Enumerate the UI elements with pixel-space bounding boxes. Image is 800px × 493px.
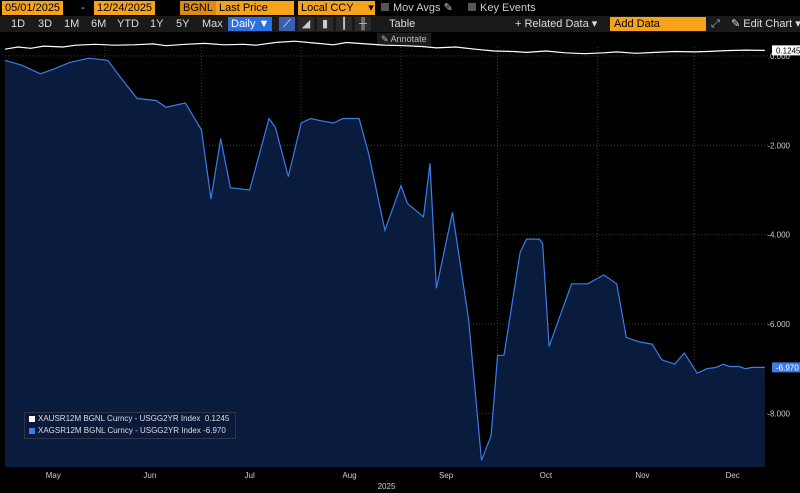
period-ytd[interactable]: YTD — [117, 18, 139, 30]
x-tick-label: Jun — [143, 471, 156, 480]
series-line-xausr — [4, 40, 765, 55]
x-tick-label: Sep — [439, 471, 454, 480]
currency-select[interactable]: Local CCY — [298, 1, 370, 15]
x-tick-label: Aug — [342, 471, 356, 480]
top-toolbar: 05/01/2025 - 12/24/2025 BGNL Last Price … — [0, 0, 800, 16]
source-field[interactable]: BGNL — [180, 1, 216, 15]
date-range-separator: - — [81, 2, 85, 14]
x-tick-label: May — [46, 471, 61, 480]
start-date-input[interactable]: 05/01/2025 — [2, 1, 64, 15]
x-tick-label: Nov — [635, 471, 649, 480]
expand-icon[interactable]: ⤢ — [711, 18, 720, 30]
period-max[interactable]: Max — [202, 18, 223, 30]
add-data-input[interactable]: Add Data — [610, 17, 706, 31]
line-chart-icon[interactable]: ⟋ — [279, 17, 295, 31]
y-tick-label: 0.000 — [770, 52, 791, 61]
period-toolbar: 1D 3D 1M 6M YTD 1Y 5Y Max Daily ▼ ⟋ ◢ ▮ … — [0, 16, 800, 32]
bar-chart-icon[interactable]: ▮ — [317, 17, 333, 31]
ohlc-chart-icon[interactable]: ╫ — [355, 17, 371, 31]
currency-dropdown-arrow-icon[interactable]: ▾ — [367, 1, 375, 15]
series-area-fill — [5, 58, 765, 467]
legend: XAUSR12M BGNL Curncy - USGG2YR Index 0.1… — [24, 412, 236, 439]
last-value-label: 0.1245 — [776, 46, 800, 55]
y-tick-label: -6.000 — [767, 320, 790, 329]
x-axis-label: 2025 — [378, 482, 396, 491]
legend-entry-xagsr: XAGSR12M BGNL Curncy - USGG2YR Index -6.… — [25, 425, 235, 437]
pencil-icon: ✎ — [443, 2, 453, 14]
pencil-icon: ✎ — [731, 18, 741, 30]
edit-chart-button[interactable]: ✎ Edit Chart ▾ — [731, 18, 800, 30]
x-tick-label: Oct — [540, 471, 553, 480]
period-1m[interactable]: 1M — [64, 18, 80, 30]
legend-swatch — [29, 415, 35, 422]
mountain-chart-icon[interactable]: ◢ — [298, 17, 314, 31]
mov-avgs-toggle[interactable]: Mov Avgs ✎ — [381, 1, 453, 15]
annotate-button[interactable]: ✎ Annotate — [377, 33, 431, 46]
candle-chart-icon[interactable]: ┃ — [336, 17, 352, 31]
period-6m[interactable]: 6M — [91, 18, 107, 30]
legend-swatch — [29, 427, 35, 434]
series-line-xagsr — [4, 57, 765, 461]
end-date-input[interactable]: 12/24/2025 — [94, 1, 156, 15]
frequency-select[interactable]: Daily ▼ — [228, 17, 273, 31]
table-button[interactable]: Table — [389, 18, 416, 30]
period-5y[interactable]: 5Y — [176, 18, 190, 30]
period-1d[interactable]: 1D — [11, 18, 26, 30]
checkbox-icon — [381, 3, 389, 12]
price-field-select[interactable]: Last Price — [216, 1, 294, 15]
period-1y[interactable]: 1Y — [150, 18, 164, 30]
x-tick-label: Jul — [245, 471, 255, 480]
key-events-toggle[interactable]: Key Events — [468, 1, 536, 15]
y-tick-label: -8.000 — [767, 409, 790, 418]
period-3d[interactable]: 3D — [38, 18, 53, 30]
legend-entry-xausr: XAUSR12M BGNL Curncy - USGG2YR Index 0.1… — [25, 413, 235, 425]
last-value-tag — [772, 45, 800, 56]
y-tick-label: -2.000 — [767, 141, 790, 150]
y-tick-label: -4.000 — [767, 231, 790, 240]
x-tick-label: Dec — [725, 471, 739, 480]
related-data-button[interactable]: + Related Data ▾ — [515, 18, 598, 30]
last-value-label: -6.970 — [776, 363, 799, 372]
checkbox-icon — [468, 3, 476, 12]
pencil-icon: ✎ — [381, 34, 389, 44]
last-value-tag — [772, 362, 800, 373]
